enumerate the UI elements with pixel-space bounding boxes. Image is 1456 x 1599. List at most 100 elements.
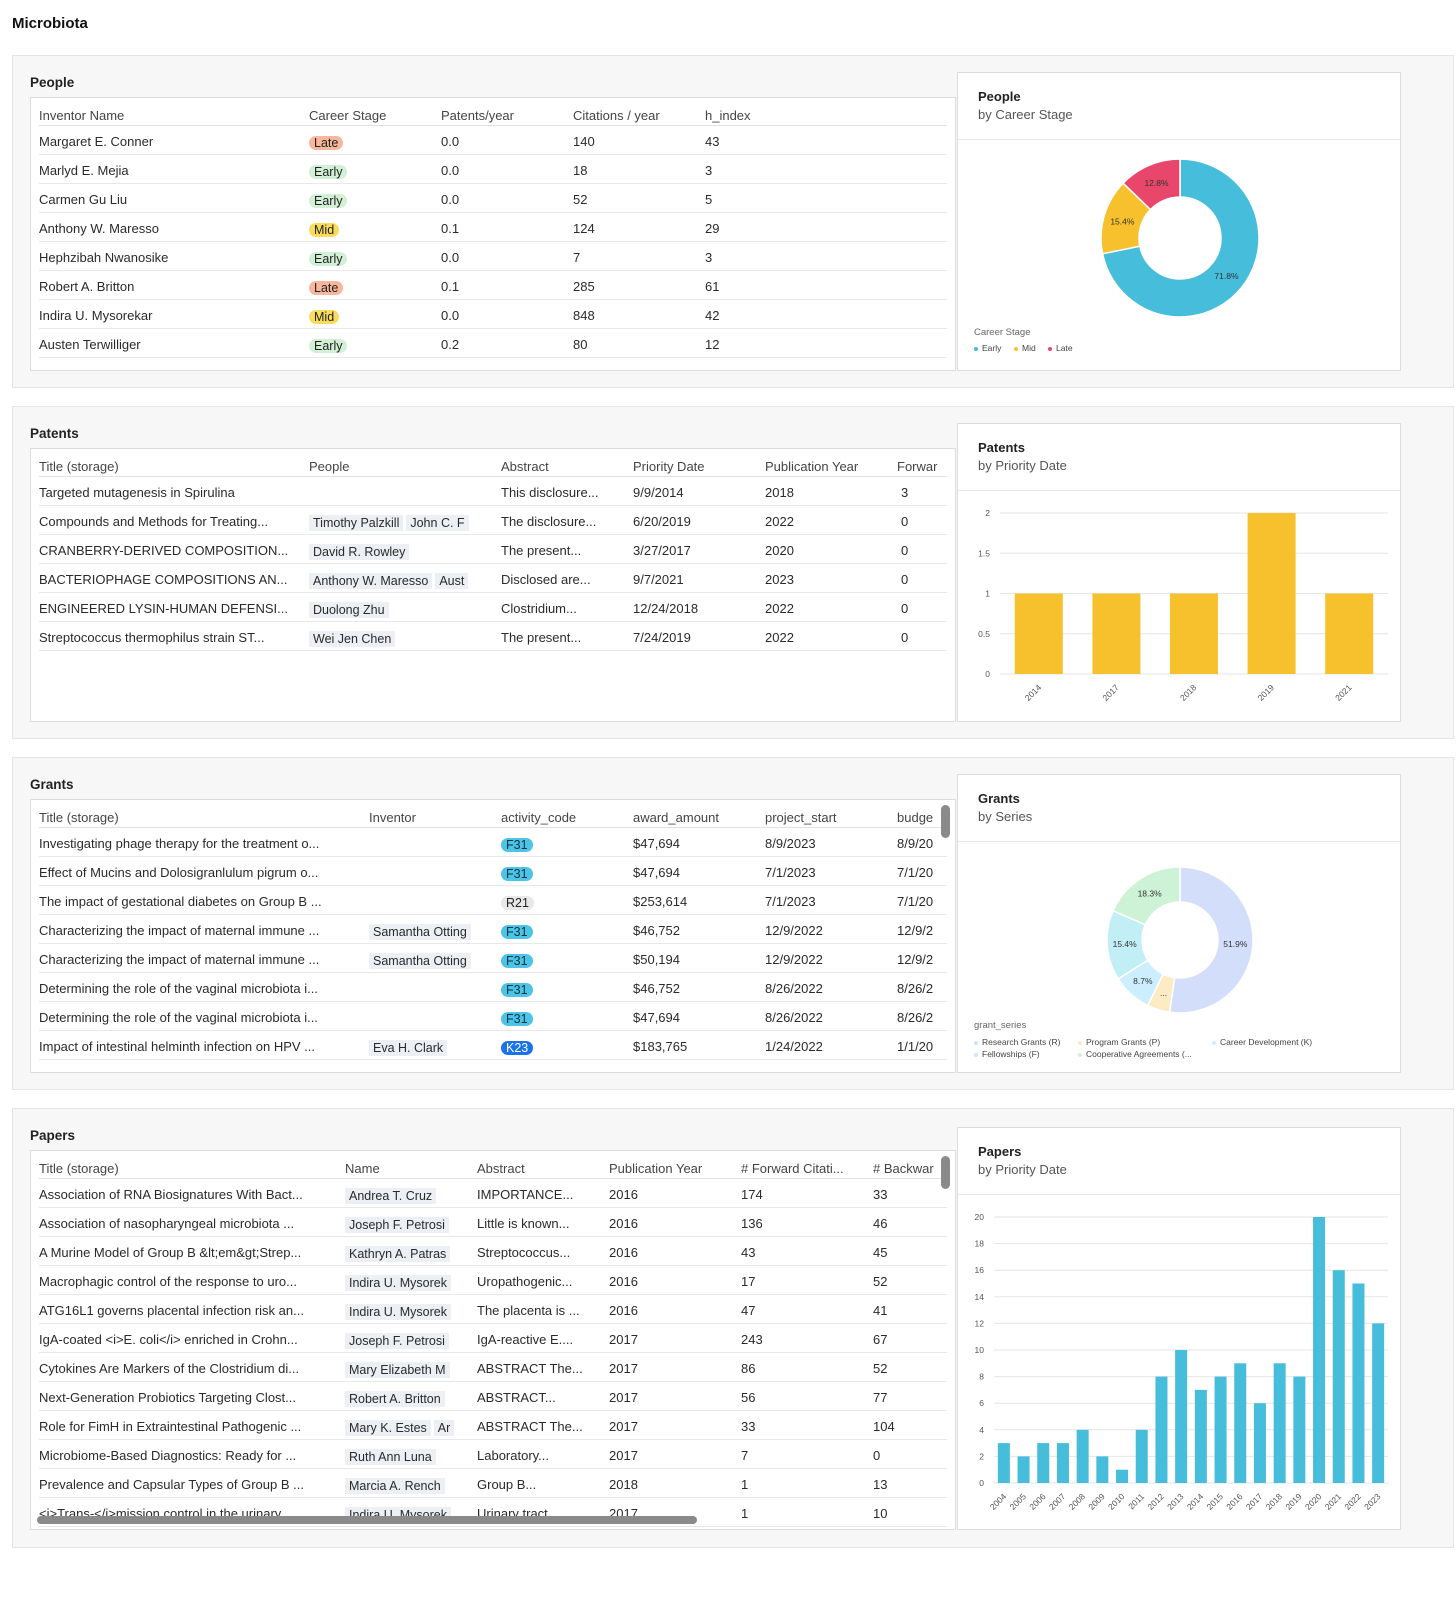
col-publication-year[interactable]: Publication Year [765, 459, 859, 474]
col-patents-year[interactable]: Patents/year [441, 108, 514, 123]
papers-table[interactable]: Title (storage) Name Abstract Publicatio… [30, 1150, 956, 1530]
person-chip[interactable]: Duolong Zhu [309, 601, 389, 618]
person-chip[interactable]: Anthony W. Maresso [309, 572, 433, 589]
col-people[interactable]: People [309, 459, 350, 474]
people-table[interactable]: Inventor Name Career Stage Patents/year … [30, 97, 956, 371]
table-row[interactable]: Next-Generation Probiotics Targeting Clo… [31, 1382, 955, 1411]
pie-slice[interactable] [1101, 158, 1260, 318]
table-row[interactable]: Cytokines Are Markers of the Clostridium… [31, 1353, 955, 1382]
table-row[interactable]: BACTERIOPHAGE COMPOSITIONS AN... Anthony … [31, 564, 955, 593]
pie-slice[interactable] [1168, 866, 1254, 1014]
legend-item[interactable]: Research Grants (R) [974, 1037, 1060, 1047]
person-chip[interactable]: David R. Rowley [309, 543, 410, 560]
bar[interactable] [1135, 1429, 1148, 1483]
bar[interactable] [1234, 1363, 1247, 1483]
person-chip[interactable]: Wei Jen Chen [309, 630, 396, 647]
person-chip[interactable]: John C. F [406, 514, 469, 531]
bar[interactable] [1253, 1403, 1266, 1483]
table-row[interactable]: Effect of Mucins and Dolosigranlulum pig… [31, 857, 955, 886]
col-career-stage[interactable]: Career Stage [309, 108, 387, 123]
bar[interactable] [1155, 1376, 1168, 1483]
bar[interactable] [1076, 1429, 1089, 1483]
col-citations-year[interactable]: Citations / year [573, 108, 660, 123]
table-row[interactable]: Streptococcus thermophilus strain ST... W… [31, 622, 955, 651]
table-row[interactable]: Robert A. Britton Late 0.1 285 61 [31, 271, 955, 300]
col-title[interactable]: Title (storage) [39, 810, 119, 825]
bar[interactable] [997, 1443, 1010, 1483]
papers-vertical-scrollbar[interactable] [941, 1156, 950, 1189]
author-chip[interactable]: Marcia A. Rench [345, 1477, 445, 1494]
col-inventor[interactable]: Inventor [369, 810, 416, 825]
bar[interactable] [1214, 1376, 1227, 1483]
author-chip[interactable]: Robert A. Britton [345, 1390, 445, 1407]
bar[interactable] [1014, 593, 1063, 675]
grants-table[interactable]: Title (storage) Inventor activity_code a… [30, 799, 956, 1073]
col-award-amount[interactable]: award_amount [633, 810, 719, 825]
col-forward-citations[interactable]: # Forward Citati... [741, 1161, 844, 1176]
bar[interactable] [1247, 513, 1296, 674]
col-inventor-name[interactable]: Inventor Name [39, 108, 125, 123]
author-chip[interactable]: Indira U. Mysorek [345, 1303, 451, 1320]
legend-item[interactable]: Cooperative Agreements (... [1078, 1049, 1192, 1059]
bar[interactable] [1194, 1389, 1207, 1483]
col-activity-code[interactable]: activity_code [501, 810, 577, 825]
col-abstract[interactable]: Abstract [477, 1161, 525, 1176]
table-row[interactable]: Investigating phage therapy for the trea… [31, 828, 955, 857]
table-row[interactable]: Characterizing the impact of maternal im… [31, 915, 955, 944]
table-row[interactable]: Margaret E. Conner Late 0.0 140 43 [31, 126, 955, 155]
author-chip[interactable]: Joseph F. Petrosi [345, 1216, 449, 1233]
table-row[interactable]: ATG16L1 governs placental infection risk… [31, 1295, 955, 1324]
inventor-chip[interactable]: Samantha Otting [369, 923, 471, 940]
table-row[interactable]: ENGINEERED LYSIN-HUMAN DEFENSI... Duolong… [31, 593, 955, 622]
table-row[interactable]: Impact of intestinal helminth infection … [31, 1031, 955, 1060]
col-abstract[interactable]: Abstract [501, 459, 549, 474]
col-h-index[interactable]: h_index [705, 108, 751, 123]
people-donut-chart[interactable]: 71.8% 15.4% 12.8% [958, 140, 1400, 320]
table-row[interactable]: Targeted mutagenesis in Spirulina This di… [31, 477, 955, 506]
table-row[interactable]: The impact of gestational diabetes on Gr… [31, 886, 955, 915]
bar[interactable] [1116, 1469, 1129, 1483]
table-row[interactable]: A Murine Model of Group B &lt;em&gt;Stre… [31, 1237, 955, 1266]
grants-vertical-scrollbar[interactable] [941, 805, 950, 838]
legend-item[interactable]: Late [1048, 343, 1073, 353]
table-row[interactable]: Association of RNA Biosignatures With Ba… [31, 1179, 955, 1208]
table-row[interactable]: Prevalence and Capsular Types of Group B… [31, 1469, 955, 1498]
legend-item[interactable]: Mid [1014, 343, 1036, 353]
legend-item[interactable]: Early [974, 343, 1001, 353]
author-chip[interactable]: Andrea T. Cruz [345, 1187, 437, 1204]
table-row[interactable]: Determining the role of the vaginal micr… [31, 1002, 955, 1031]
bar[interactable] [1352, 1283, 1365, 1484]
col-project-start[interactable]: project_start [765, 810, 837, 825]
table-row[interactable]: Carmen Gu Liu Early 0.0 52 5 [31, 184, 955, 213]
bar[interactable] [1293, 1376, 1306, 1483]
table-row[interactable]: Determining the role of the vaginal micr… [31, 973, 955, 1002]
table-row[interactable]: Macrophagic control of the response to u… [31, 1266, 955, 1295]
papers-horizontal-scrollbar[interactable] [37, 1516, 697, 1524]
legend-item[interactable]: Program Grants (P) [1078, 1037, 1160, 1047]
author-chip[interactable]: Indira U. Mysorek [345, 1274, 451, 1291]
author-chip[interactable]: Ar [433, 1419, 455, 1436]
bar[interactable] [1092, 593, 1141, 675]
legend-item[interactable]: Fellowships (F) [974, 1049, 1040, 1059]
bar[interactable] [1372, 1323, 1385, 1483]
bar[interactable] [1313, 1217, 1326, 1483]
table-row[interactable]: Compounds and Methods for Treating... Tim… [31, 506, 955, 535]
table-row[interactable]: Indira U. Mysorekar Mid 0.0 848 42 [31, 300, 955, 329]
table-row[interactable]: Microbiome-Based Diagnostics: Ready for … [31, 1440, 955, 1469]
patents-table[interactable]: Title (storage) People Abstract Priority… [30, 448, 956, 722]
col-forward[interactable]: Forwar [897, 459, 938, 474]
grants-donut-chart[interactable]: 51.9%... 8.7% 15.4% 18.3% [958, 842, 1400, 1018]
inventor-chip[interactable]: Samantha Otting [369, 952, 471, 969]
author-chip[interactable]: Mary K. Estes [345, 1419, 431, 1436]
table-row[interactable]: Association of nasopharyngeal microbiota… [31, 1208, 955, 1237]
table-row[interactable]: CRANBERRY-DERIVED COMPOSITION... David R.… [31, 535, 955, 564]
col-title[interactable]: Title (storage) [39, 1161, 119, 1176]
table-row[interactable]: Austen Terwilliger Early 0.2 80 12 [31, 329, 955, 358]
author-chip[interactable]: Kathryn A. Patras [345, 1245, 451, 1262]
table-row[interactable]: Marlyd E. Mejia Early 0.0 18 3 [31, 155, 955, 184]
table-row[interactable]: Anthony W. Maresso Mid 0.1 124 29 [31, 213, 955, 242]
table-row[interactable]: Role for FimH in Extraintestinal Pathoge… [31, 1411, 955, 1440]
pie-slice[interactable] [1112, 866, 1181, 926]
col-name[interactable]: Name [345, 1161, 380, 1176]
bar[interactable] [1056, 1443, 1069, 1483]
